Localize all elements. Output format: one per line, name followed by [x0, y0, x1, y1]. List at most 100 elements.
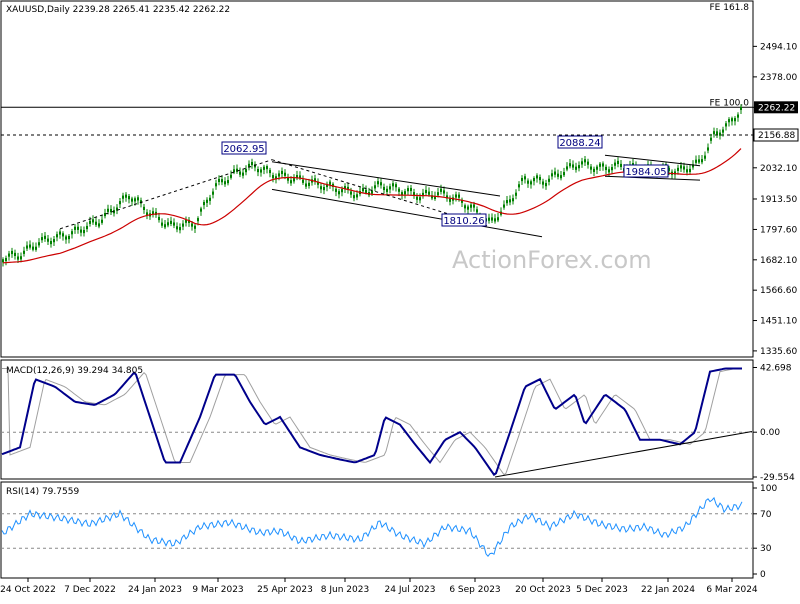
price-ytick-label: 1566.60: [760, 286, 797, 296]
candle-body: [683, 166, 685, 170]
candle-body: [611, 167, 613, 171]
rsi-ytick-label: 30: [760, 544, 772, 554]
candle-body: [47, 238, 49, 242]
candle-body: [422, 192, 424, 196]
macd-layer: [1, 367, 753, 478]
x-tick-label: 8 Jun 2023: [321, 585, 369, 595]
candle-body: [173, 222, 175, 226]
candle-body: [80, 229, 82, 233]
candle-body: [317, 181, 319, 185]
candle-body: [551, 173, 553, 177]
candles: [2, 104, 742, 267]
last-price-marker: 2262.22: [754, 101, 798, 114]
candle-body: [353, 195, 355, 199]
macd-ytick-label: 42.698: [760, 363, 792, 373]
candle-body: [524, 176, 526, 180]
candle-body: [347, 186, 349, 191]
candle-body: [383, 186, 385, 191]
candle-body: [470, 204, 472, 208]
candle-body: [560, 175, 562, 179]
candle-body: [239, 171, 241, 175]
candle-body: [389, 186, 391, 190]
candle-body: [167, 222, 169, 226]
candle-body: [335, 188, 337, 192]
triangle-upper-line: [604, 154, 701, 167]
candle-body: [176, 226, 178, 230]
candle-body: [674, 171, 676, 175]
candle-body: [599, 163, 601, 167]
candle-body: [236, 168, 238, 172]
candle-body: [101, 219, 103, 223]
candle-body: [731, 118, 733, 122]
candle-body: [722, 129, 724, 133]
candle-body: [569, 163, 571, 167]
candle-body: [32, 246, 34, 250]
price-annotation-text: 1810.26: [443, 216, 484, 227]
candle-body: [218, 178, 220, 183]
candle-body: [215, 183, 217, 187]
candle-body: [620, 163, 622, 168]
candle-body: [512, 198, 514, 202]
candle-body: [428, 191, 430, 195]
price-annotation-box: [557, 135, 603, 149]
candle-body: [356, 194, 358, 198]
candle-body: [125, 194, 127, 198]
candle-body: [230, 174, 232, 178]
candle-body: [269, 169, 271, 174]
candle-body: [425, 189, 427, 194]
candle-body: [407, 188, 409, 192]
price-ytick-label: 2494.10: [760, 42, 797, 52]
candle-body: [725, 123, 727, 127]
candle-body: [200, 208, 202, 212]
candle-body: [23, 250, 25, 254]
candle-body: [458, 194, 460, 198]
price-annotation: 1984.05: [623, 164, 669, 178]
candle-body: [248, 163, 250, 167]
candle-body: [557, 173, 559, 177]
x-tick-label: 6 Mar 2024: [706, 585, 758, 595]
candle-body: [536, 175, 538, 179]
candle-body: [338, 191, 340, 195]
x-tick-label: 25 Apr 2023: [257, 585, 313, 595]
candle-body: [341, 189, 343, 193]
candle-body: [293, 178, 295, 182]
candle-body: [185, 219, 187, 223]
candle-body: [497, 217, 499, 221]
candle-body: [689, 168, 691, 173]
candle-body: [326, 183, 328, 188]
candle-body: [518, 184, 520, 188]
candle-body: [527, 180, 529, 184]
candle-body: [728, 119, 730, 123]
candle-body: [257, 169, 259, 173]
candle-body: [593, 168, 595, 172]
candle-body: [398, 188, 400, 192]
candle-body: [275, 176, 277, 180]
candle-body: [464, 205, 466, 209]
candle-body: [467, 206, 469, 210]
price-symbol: XAUUSD,Daily: [6, 5, 70, 15]
rsi-title: RSI(14) 79.7559: [6, 487, 79, 497]
candle-body: [602, 163, 604, 167]
price-annotation-box: [623, 164, 669, 178]
candle-body: [221, 179, 223, 183]
candle-body: [572, 164, 574, 168]
x-tick-label: 24 Jul 2023: [385, 585, 436, 595]
candle-body: [263, 166, 265, 170]
candle-body: [11, 250, 13, 255]
candle-body: [449, 198, 451, 202]
candle-body: [203, 201, 205, 206]
candle-body: [419, 197, 421, 201]
rsi-ytick-label: 0: [760, 570, 766, 580]
candle-body: [545, 183, 547, 187]
x-tick-label: 5 Dec 2023: [576, 585, 628, 595]
candle-body: [65, 236, 67, 240]
candle-body: [707, 147, 709, 151]
watermark: ActionForex.com: [452, 246, 652, 274]
candle-body: [329, 181, 331, 185]
candle-body: [716, 131, 718, 135]
price-ytick-label: 1451.10: [760, 317, 797, 327]
candle-body: [371, 190, 373, 194]
candle-body: [83, 230, 85, 234]
candle-body: [401, 192, 403, 196]
candle-body: [59, 231, 61, 235]
